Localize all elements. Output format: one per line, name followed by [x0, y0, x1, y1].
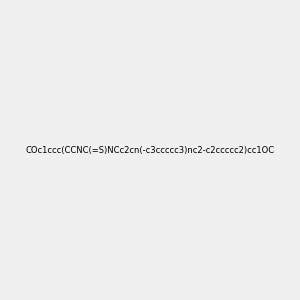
Text: COc1ccc(CCNC(=S)NCc2cn(-c3ccccc3)nc2-c2ccccc2)cc1OC: COc1ccc(CCNC(=S)NCc2cn(-c3ccccc3)nc2-c2c… [26, 146, 275, 154]
